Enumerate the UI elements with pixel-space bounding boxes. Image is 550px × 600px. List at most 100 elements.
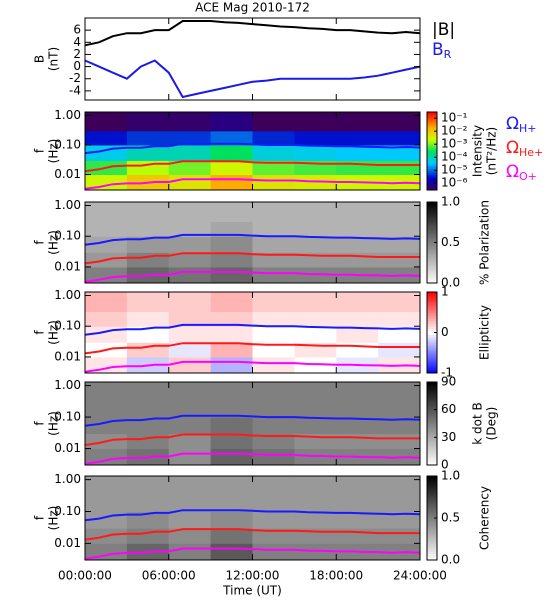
- colorbar-step: [427, 206, 437, 209]
- y-tick-label: 0.10: [54, 137, 81, 151]
- colorbar-step: [427, 429, 437, 433]
- spectrogram-cell: [168, 342, 212, 358]
- colorbar-step: [427, 294, 437, 297]
- spectrogram-cell: [126, 511, 170, 529]
- y-tick-label: 0.10: [54, 504, 81, 518]
- colorbar-step: [427, 244, 437, 248]
- spectrogram-cell: [210, 202, 253, 223]
- spectrogram-cell: [378, 382, 421, 403]
- colorbar-step: [427, 182, 437, 185]
- colorbar-step: [427, 555, 437, 559]
- legend-entry: ΩO+: [506, 162, 537, 183]
- spectrogram-cell: [378, 202, 421, 223]
- colorbar-step: [427, 390, 437, 393]
- colorbar-step: [427, 254, 437, 258]
- spectrogram-cell: [210, 511, 253, 529]
- spectrogram-cell: [252, 144, 295, 161]
- colorbar-step: [427, 360, 437, 364]
- spectrogram-cell: [378, 511, 421, 529]
- colorbar-step: [427, 522, 437, 525]
- legend-entry-part: Ω: [506, 162, 519, 182]
- spectrogram-cell: [378, 221, 421, 237]
- colorbar-step: [427, 328, 437, 331]
- colorbar-step: [427, 174, 437, 177]
- spectrogram-cell: [126, 112, 170, 132]
- legend-entry-part: He+: [519, 146, 543, 159]
- colorbar-step: [427, 176, 437, 179]
- colorbar-step: [427, 368, 437, 372]
- colorbar-step: [427, 480, 437, 483]
- gyrofrequency-line: [84, 160, 420, 173]
- colorbar-label: Coherency: [478, 486, 492, 550]
- spectrogram-cell: [252, 160, 295, 176]
- spectrogram-cell: [126, 252, 170, 268]
- colorbar-step: [427, 557, 437, 561]
- spectrogram-cell: [336, 402, 379, 418]
- spectrogram-cell: [252, 448, 295, 466]
- spectrogram-cell: [378, 311, 421, 327]
- spectrogram-cell: [252, 342, 295, 358]
- colorbar-step: [427, 188, 437, 191]
- colorbar-step: [427, 501, 437, 504]
- colorbar-step: [427, 545, 437, 548]
- spectrogram-cell: [168, 252, 212, 268]
- spectrogram-cell: [294, 511, 337, 529]
- spectrogram-cell: [378, 342, 421, 358]
- colorbar-step: [427, 202, 437, 205]
- colorbar-step: [427, 260, 437, 264]
- colorbar-step: [427, 240, 437, 243]
- spectrogram-cell: [85, 382, 128, 403]
- spectrogram-cell: [252, 266, 295, 284]
- spectrogram-cell: [294, 112, 337, 132]
- spectrogram-cell: [126, 382, 170, 403]
- spectrogram-cell: [252, 417, 295, 435]
- spectrogram-cell: [126, 202, 170, 223]
- colorbar-step: [427, 308, 437, 311]
- colorbar-step: [427, 139, 437, 142]
- colorbar-step: [427, 210, 437, 213]
- spectrogram-cell: [294, 326, 337, 343]
- spectrogram-cell: [336, 476, 379, 497]
- colorbar-step: [427, 530, 437, 534]
- colorbar-step: [427, 528, 437, 532]
- spectrogram-cell: [126, 160, 170, 176]
- colorbar-step: [427, 553, 437, 557]
- spectrogram-cell: [85, 202, 128, 223]
- colorbar-step: [427, 492, 437, 496]
- colorbar-step: [427, 346, 437, 350]
- colorbar-step: [427, 524, 437, 527]
- spectrogram-cell: [294, 311, 337, 327]
- spectrogram-cell: [168, 356, 212, 374]
- colorbar-step: [427, 536, 437, 540]
- spectrogram-cell: [294, 130, 337, 146]
- colorbar-step: [427, 272, 437, 276]
- spectrogram-cell: [252, 202, 295, 223]
- spectrogram-cell: [210, 112, 253, 132]
- y-tick-label: 1.00: [54, 288, 81, 302]
- spectrogram-cell: [336, 342, 379, 358]
- colorbar-step: [427, 448, 437, 451]
- colorbar-step: [427, 366, 437, 370]
- spectrogram-cell: [252, 356, 295, 374]
- colorbar-step: [427, 137, 437, 140]
- colorbar-step: [427, 342, 437, 346]
- colorbar-step: [427, 234, 437, 237]
- colorbar-step: [427, 332, 437, 336]
- colorbar-step: [427, 392, 437, 395]
- y-axis-label: (nT): [47, 47, 61, 71]
- spectrogram-cell: [252, 433, 295, 450]
- colorbar-step: [427, 278, 437, 282]
- colorbar-step: [427, 143, 437, 146]
- colorbar-step: [427, 228, 437, 231]
- colorbar-step: [427, 112, 437, 115]
- spectrogram-cell: [336, 112, 379, 132]
- colorbar-step: [427, 394, 437, 398]
- spectrogram-cell: [168, 528, 212, 544]
- spectrogram-cell: [252, 311, 295, 327]
- spectrogram-cell: [336, 160, 379, 176]
- colorbar-step: [427, 396, 437, 400]
- colorbar-step: [427, 488, 437, 492]
- colorbar-step: [427, 296, 437, 299]
- colorbar-step: [427, 322, 437, 325]
